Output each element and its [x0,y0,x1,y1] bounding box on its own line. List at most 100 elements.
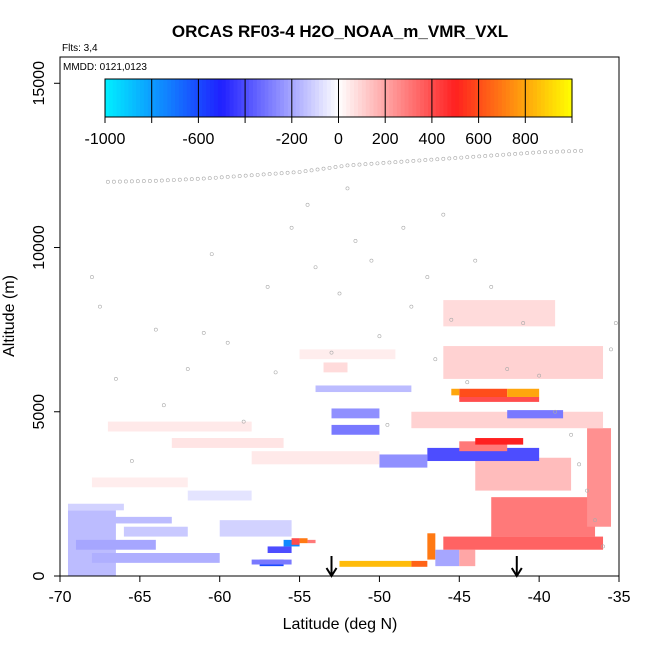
colorbar-swatch [233,79,238,117]
chart-title: ORCAS RF03-4 H2O_NOAA_m_VMR_VXL [172,22,508,41]
colorbar-swatch [365,79,371,117]
heatmap-cell [91,553,220,563]
track-point [265,285,270,289]
track-point [147,179,152,183]
track-point [473,258,478,263]
track-point [393,160,398,165]
track-point [321,166,326,171]
colorbar-swatch [466,79,472,117]
colorbar-swatch [124,79,129,117]
track-point [106,179,110,184]
track-point [255,172,260,177]
colorbar-swatch [136,79,141,117]
track-point [381,161,386,165]
track-point [501,152,506,157]
track-point [579,148,583,153]
heatmap-cell [251,451,380,465]
colorbar-swatch [151,79,157,117]
colorbar-swatch [478,79,484,117]
track-point [209,252,214,256]
track-point [135,179,140,184]
track-point [471,154,476,159]
track-point [433,357,438,362]
track-point [129,459,134,463]
colorbar-swatch [564,79,569,117]
colorbar-swatch [190,79,196,117]
track-point [339,164,344,169]
colorbar-swatch [443,79,449,117]
track-point [337,291,342,296]
colorbar-swatch [322,79,328,117]
colorbar-swatch [463,79,468,117]
track-point [327,165,332,170]
colorbar-swatch [521,79,526,117]
heatmap-cell [451,388,460,396]
colorbar-swatch [163,79,168,117]
track-point [153,327,158,332]
track-point [289,225,294,230]
colorbar-swatch [505,79,511,117]
colorbar-swatch [540,79,546,117]
track-point [357,162,362,167]
heatmap-cell [443,300,556,327]
track-point [207,176,212,181]
latitude-marker-arrow [510,556,523,578]
colorbar-swatch [513,79,519,117]
track-point [219,175,224,180]
colorbar-swatch [229,79,235,117]
track-point [531,150,536,155]
heatmap-cell [339,560,412,567]
colorbar-swatch [291,79,297,117]
track-point [329,350,334,355]
colorbar-swatch [178,79,184,117]
heatmap-cell [475,438,524,445]
colorbar-swatch [171,79,176,117]
colorbar-swatch [248,79,254,117]
colorbar-swatch [186,79,192,117]
flight-track-points [90,148,618,549]
colorbar-swatch [284,79,289,117]
heatmap-cell [75,539,156,550]
colorbar-swatch [494,79,499,117]
y-axis-ticks: 0 5000 10000 15000 [31,61,60,580]
colorbar-swatch [447,79,452,117]
colorbar-swatch [560,79,565,117]
track-point [195,176,200,181]
colorbar-swatch [315,79,320,117]
colorbar-swatch [334,79,340,117]
track-point [409,304,414,309]
colorbar-swatch [256,79,262,117]
heatmap-cell [475,457,572,491]
date-note: MMDD: 0121,0123 [63,62,147,73]
latitude-marker-arrow [325,556,338,578]
track-point [477,154,482,159]
colorbar-swatch [536,79,542,117]
heatmap-cell [331,408,380,419]
colorbar-swatch [105,79,110,117]
colorbar-tick-label: 800 [512,131,539,148]
track-point [449,317,454,322]
track-point [553,409,558,414]
heatmap-cell [75,516,172,524]
colorbar-swatch [517,79,523,117]
track-point [279,171,284,176]
x-axis-label: Latitude (deg N) [283,616,398,633]
colorbar-swatch [175,79,180,117]
colorbar-swatch [431,79,437,117]
heatmap-cell [219,520,292,537]
track-point [505,367,510,371]
track-point [363,162,368,167]
track-point [267,172,272,176]
colorbar-swatch [529,79,534,117]
track-point [425,275,430,279]
track-point [117,179,122,184]
colorbar-swatch [451,79,456,117]
track-point [423,158,428,162]
track-point [417,158,422,163]
colorbar-swatch [338,79,343,117]
colorbar-swatch [342,79,347,117]
x-tick-label: -35 [607,589,630,606]
colorbar-tick-label: -1000 [85,131,126,148]
colorbar-swatch [346,79,351,117]
